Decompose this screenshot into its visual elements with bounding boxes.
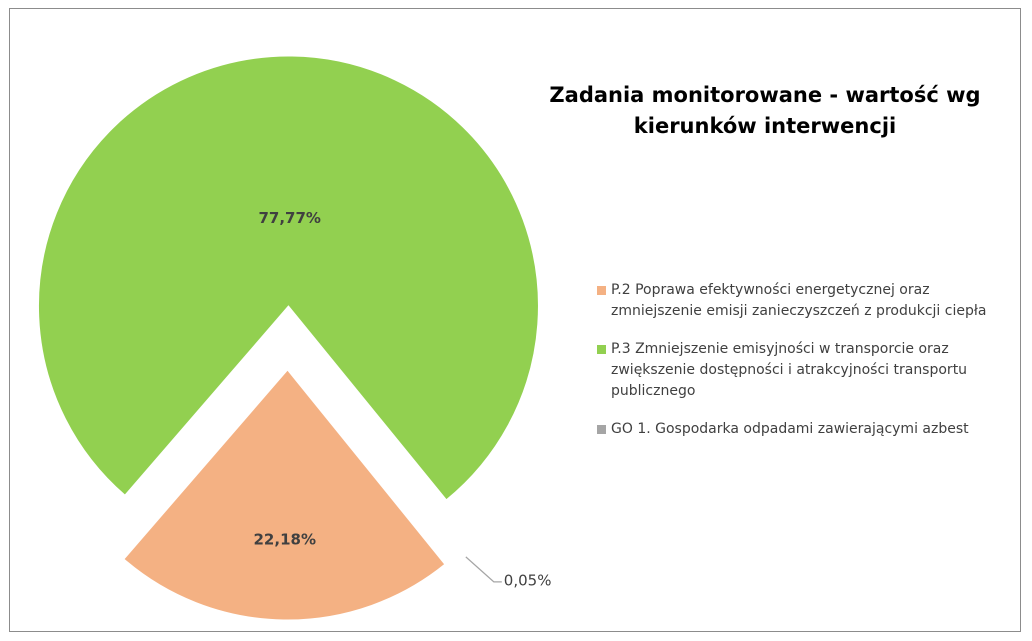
data-label: 0,05%: [504, 571, 552, 589]
legend-swatch: [597, 286, 606, 295]
legend-swatch: [597, 425, 606, 434]
legend-label: GO 1. Gospodarka odpadami zawierającymi …: [611, 421, 969, 437]
chart-border: [9, 8, 1021, 632]
legend-item: P.2 Poprawa efektywności energetycznej o…: [597, 280, 1007, 322]
chart-title: Zadania monitorowane - wartość wg kierun…: [549, 83, 981, 138]
legend-label: P.2 Poprawa efektywności energetycznej o…: [611, 282, 987, 319]
pie-slice: [38, 55, 539, 501]
data-label: 77,77%: [258, 209, 320, 227]
data-label: 22,18%: [254, 530, 316, 548]
legend-item: GO 1. Gospodarka odpadami zawierającymi …: [597, 419, 1007, 440]
legend-item: P.3 Zmniejszenie emisyjności w transporc…: [597, 339, 1007, 402]
pie-slice: [123, 369, 446, 621]
legend-label: P.3 Zmniejszenie emisyjności w transporc…: [611, 341, 968, 399]
legend: P.2 Poprawa efektywności energetycznej o…: [597, 280, 1007, 457]
legend-swatch: [597, 345, 606, 354]
leader-line: [465, 556, 502, 583]
